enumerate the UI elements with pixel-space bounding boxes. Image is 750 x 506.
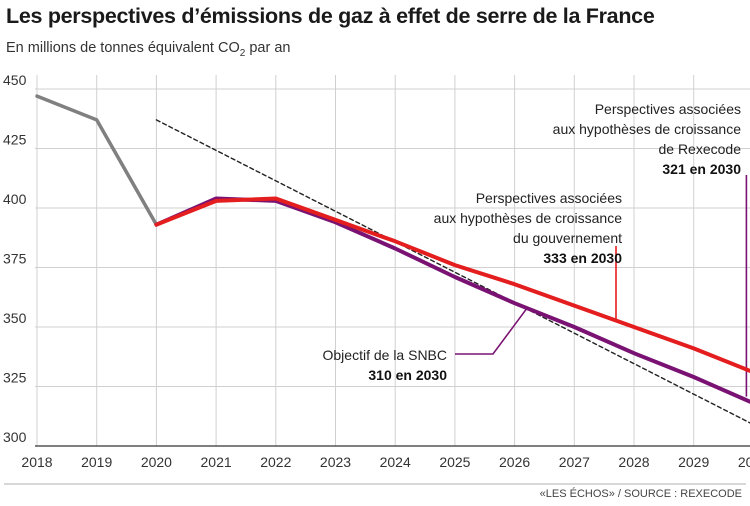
y-tick-label-350: 350 — [3, 310, 27, 326]
annotation-government-value: 333 en 2030 — [543, 250, 622, 266]
grid-lines — [35, 75, 750, 446]
x-tick-label-2030: 2030 — [738, 454, 750, 470]
y-tick-label-325: 325 — [3, 370, 27, 386]
y-tick-label-400: 400 — [3, 191, 27, 207]
x-tick-label-2025: 2025 — [439, 454, 470, 470]
y-tick-label-425: 425 — [3, 132, 27, 148]
x-tick-label-2019: 2019 — [81, 454, 112, 470]
annotation-government-line-2: aux hypothèses de croissance — [434, 210, 623, 226]
x-tick-label-2028: 2028 — [618, 454, 649, 470]
y-tick-label-375: 375 — [3, 251, 27, 267]
x-tick-label-2021: 2021 — [201, 454, 232, 470]
annotation-snbc-line-1: Objectif de la SNBC — [323, 347, 448, 363]
annotation-government-line-3: du gouvernement — [513, 230, 622, 246]
x-tick-label-2018: 2018 — [21, 454, 52, 470]
series-lines — [35, 94, 750, 424]
x-tick-label-2027: 2027 — [559, 454, 590, 470]
series-line-rexecode — [154, 196, 750, 373]
y-tick-label-450: 450 — [3, 72, 27, 88]
annotation-rexecode-value: 321 en 2030 — [662, 161, 741, 177]
series-line-history — [35, 94, 159, 227]
chart-subtitle: En millions de tonnes équivalent CO2 par… — [6, 40, 290, 59]
annotations: Perspectives associées aux hypothèses de … — [323, 101, 742, 383]
annotation-leaders — [455, 175, 748, 397]
source-credit: «LES ÉCHOS» / SOURCE : REXECODE — [539, 488, 742, 500]
annotation-rexecode-line-2: aux hypothèses de croissance — [553, 121, 742, 137]
series-line-government — [154, 196, 750, 404]
x-tick-label-2022: 2022 — [260, 454, 291, 470]
annotation-rexecode-line-3: de Rexecode — [658, 141, 741, 157]
x-tick-label-2026: 2026 — [499, 454, 530, 470]
x-tick-label-2029: 2029 — [678, 454, 709, 470]
x-tick-label-2023: 2023 — [320, 454, 351, 470]
subtitle-subscript: 2 — [239, 47, 246, 59]
annotation-government-line-1: Perspectives associées — [476, 190, 622, 206]
y-tick-label-300: 300 — [3, 429, 27, 445]
x-tick-label-2020: 2020 — [141, 454, 172, 470]
annotation-rexecode-line-1: Perspectives associées — [595, 101, 741, 117]
leader-snbc — [455, 308, 528, 355]
axes — [4, 445, 750, 485]
chart-title: Les perspectives d’émissions de gaz à ef… — [6, 4, 655, 28]
series-line-snbc — [155, 119, 750, 424]
x-tick-label-2024: 2024 — [380, 454, 411, 470]
subtitle-suffix: par an — [245, 40, 291, 56]
tick-labels: 300 325 350 375 400 425 450 2018 2019 2020 2021 202… — [3, 72, 750, 470]
annotation-snbc-value: 310 en 2030 — [368, 367, 447, 383]
subtitle-prefix: En millions de tonnes équivalent CO — [6, 40, 240, 56]
